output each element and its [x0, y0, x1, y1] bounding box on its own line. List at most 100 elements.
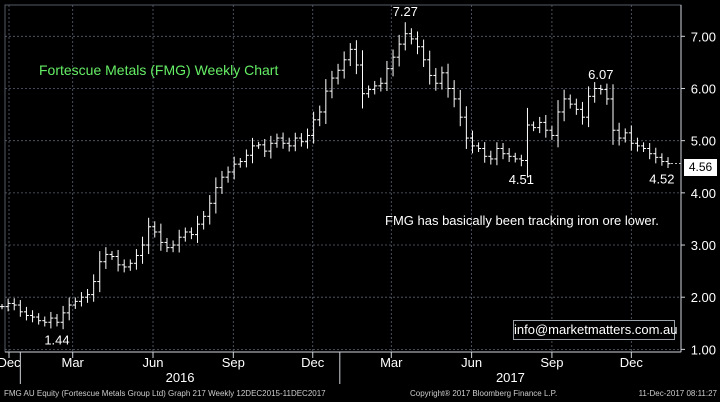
ohlc-bar [659, 153, 665, 166]
ohlc-bar [494, 142, 500, 166]
ohlc-bar [54, 314, 60, 327]
ohlc-bar [237, 158, 243, 168]
ohlc-bar [11, 298, 17, 311]
ohlc-bar [274, 133, 280, 148]
ohlc-bar [622, 128, 628, 143]
ohlc-bar [30, 310, 36, 323]
ohlc-bar [72, 297, 78, 309]
ohlc-bar [561, 89, 567, 122]
ohlc-bar [0, 303, 5, 310]
ohlc-bar [219, 170, 225, 194]
ohlc-bar [628, 125, 634, 151]
ohlc-bar [512, 152, 518, 163]
ohlc-bar [537, 116, 543, 134]
price-callout-label: 4.51 [509, 172, 534, 187]
ohlc-bar [366, 85, 372, 98]
ohlc-bar [164, 237, 170, 253]
price-callout-label: 7.27 [393, 4, 418, 19]
ohlc-bar [231, 156, 237, 180]
price-callout-label: 6.07 [588, 67, 613, 82]
ohlc-bar [311, 111, 317, 144]
ohlc-bar [634, 137, 640, 152]
ohlc-bar [359, 50, 365, 109]
y-tick-label: 5.00 [691, 134, 716, 149]
ohlc-bar [182, 227, 188, 242]
year-label: 2017 [496, 370, 525, 385]
ohlc-bar [347, 43, 353, 67]
ohlc-bar [573, 98, 579, 115]
ohlc-bar [586, 86, 592, 128]
year-label: 2016 [166, 370, 195, 385]
ohlc-bar [243, 149, 249, 168]
ohlc-bar [616, 122, 622, 146]
ohlc-bar [201, 210, 207, 230]
ohlc-bar [121, 259, 127, 273]
ohlc-bar [17, 300, 23, 317]
ohlc-bar [433, 68, 439, 91]
ohlc-bar [78, 292, 84, 307]
x-tick-label: Sep [222, 355, 245, 370]
y-tick-label: 7.00 [691, 29, 716, 44]
x-tick-label: Mar [380, 355, 403, 370]
ohlc-bar [85, 288, 91, 303]
ohlc-bar [280, 132, 286, 149]
ohlc-bar [555, 100, 561, 148]
ohlc-bar [329, 70, 335, 99]
ohlc-bar [506, 148, 512, 162]
ohlc-bar [195, 215, 201, 243]
x-tick-label: Dec [0, 355, 21, 370]
ohlc-bar [384, 60, 390, 91]
ohlc-bar [482, 142, 488, 163]
ohlc-bar [641, 142, 647, 153]
ohlc-bar [152, 221, 158, 238]
ohlc-bar [213, 177, 219, 214]
plot-frame [4, 4, 682, 353]
ohlc-bar [36, 313, 42, 325]
ohlc-bar [598, 84, 604, 95]
y-tick-label: 2.00 [691, 290, 716, 305]
ohlc-bar [127, 259, 133, 271]
ohlc-bar [170, 240, 176, 253]
ohlc-bar [408, 28, 414, 45]
ohlc-bar [48, 311, 54, 329]
x-tick-label: Jun [461, 355, 482, 370]
ohlc-bar [378, 77, 384, 92]
ohlc-bar [439, 66, 445, 90]
ohlc-bar [335, 63, 341, 85]
contact-email-box: info@marketmatters.com.au [513, 320, 677, 340]
ohlc-bar [518, 154, 524, 167]
ohlc-bar [97, 251, 103, 293]
annotation-text: FMG has basically been tracking iron ore… [385, 213, 659, 228]
ohlc-bar [445, 63, 451, 98]
x-tick-label: Dec [620, 355, 644, 370]
ohlc-bar [421, 39, 427, 67]
y-tick-label: 6.00 [691, 81, 716, 96]
ohlc-bar [103, 247, 109, 269]
ohlc-bar [176, 229, 182, 253]
ohlc-bar [341, 51, 347, 79]
footer-security-info: FMG AU Equity (Fortescue Metals Group Lt… [4, 389, 326, 398]
ohlc-bar [91, 274, 97, 302]
ohlc-bar [390, 49, 396, 77]
price-callout-label: 4.52 [649, 172, 674, 187]
ohlc-bar [60, 305, 66, 330]
chart-footer: FMG AU Equity (Fortescue Metals Group Lt… [0, 384, 720, 402]
ohlc-bar [427, 50, 433, 85]
ohlc-bar [567, 94, 573, 109]
ohlc-bar [610, 84, 616, 145]
ohlc-bar [647, 143, 653, 160]
x-tick-label: Jun [143, 355, 164, 370]
ohlc-bar [592, 82, 598, 103]
ohlc-bar [531, 121, 537, 132]
ohlc-bar [286, 137, 292, 152]
ohlc-bar [109, 251, 115, 260]
ohlc-bar [323, 79, 329, 124]
ohlc-bar [457, 89, 463, 127]
ohlc-bar [469, 130, 475, 154]
x-tick-label: Sep [540, 355, 563, 370]
footer-timestamp: 11-Dec-2017 08:11:27 [638, 389, 717, 398]
ohlc-bar [665, 157, 671, 169]
ohlc-bar [298, 133, 304, 147]
